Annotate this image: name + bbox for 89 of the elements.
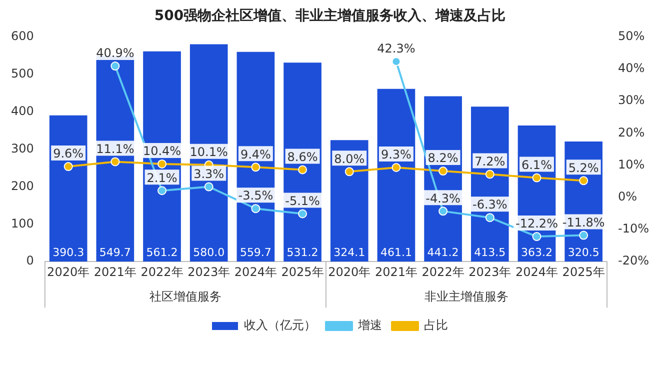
x-tick-label: 2022年 <box>422 264 464 279</box>
data-label: -11.8% <box>562 215 605 230</box>
y-tick-label: 300 <box>11 141 34 156</box>
data-label: 413.5 <box>474 246 506 259</box>
data-label: -6.3% <box>472 198 508 212</box>
data-label: 42.3% <box>377 42 416 56</box>
data-label: 8.6% <box>287 150 318 164</box>
text: 社区增值服务 <box>149 290 222 304</box>
y-tick-label: 500 <box>11 66 34 80</box>
data-label: 441.2 <box>427 246 459 259</box>
data-label: 9.3% <box>380 148 412 162</box>
x-tick-label: 2024年 <box>234 264 277 279</box>
text: 非业主增值服务 <box>424 290 508 304</box>
data-label: 320.5 <box>568 246 600 259</box>
point <box>438 166 448 176</box>
data-label: 11.1% <box>96 142 134 156</box>
y-tick-label: 600 <box>11 28 34 43</box>
point <box>204 182 214 192</box>
legend-label: 占比 <box>424 318 448 332</box>
x-tick-label: 2023年 <box>188 264 230 279</box>
legend-label: 收入（亿元） <box>244 318 316 332</box>
bar <box>49 115 88 262</box>
y-tick-label: 100 <box>11 216 34 230</box>
y2-tick-label: 50% <box>618 28 645 43</box>
x-tick-label: 2025年 <box>281 264 324 279</box>
data-label: 3.3% <box>194 166 224 181</box>
data-label: 531.2 <box>286 246 318 259</box>
data-label: 10.1% <box>190 145 228 160</box>
data-label: 324.1 <box>334 246 366 259</box>
point <box>298 209 308 218</box>
point <box>532 173 542 182</box>
point <box>158 186 167 196</box>
point <box>110 62 120 71</box>
y-tick-label: 400 <box>11 104 34 118</box>
data-label: -4.3% <box>426 191 460 206</box>
y2-tick-label: 10% <box>618 157 645 172</box>
point <box>392 57 401 66</box>
y2-tick-label: -10% <box>618 222 650 236</box>
point <box>485 170 494 179</box>
data-label: -12.2% <box>516 216 558 231</box>
x-tick-label: 2022年 <box>140 264 184 279</box>
legend-label: 增速 <box>357 318 382 332</box>
data-label: 2.1% <box>146 170 178 185</box>
data-label: 7.2% <box>474 154 506 168</box>
data-label: 10.4% <box>142 144 182 158</box>
x-tick-label: 2021年 <box>94 264 136 279</box>
y-tick-label: 200 <box>11 178 34 193</box>
data-label: 6.1% <box>521 158 552 172</box>
point <box>298 165 308 174</box>
y2-tick-label: 20% <box>618 125 645 140</box>
data-label: 549.7 <box>99 246 131 259</box>
point <box>64 162 73 172</box>
data-label: 559.7 <box>240 246 272 259</box>
x-tick-label: 2020年 <box>47 264 90 279</box>
data-label: 8.0% <box>334 152 365 166</box>
x-tick-label: 2025年 <box>562 264 605 279</box>
point <box>485 213 494 222</box>
data-label: 9.4% <box>240 147 271 162</box>
point <box>438 206 448 216</box>
data-label: -3.5% <box>238 188 274 203</box>
point <box>251 162 260 172</box>
data-label: -5.1% <box>285 194 320 208</box>
x-tick-label: 2020年 <box>328 264 371 279</box>
data-label: 561.2 <box>146 246 178 259</box>
data-label: 9.6% <box>53 146 84 161</box>
x-tick-label: 2021年 <box>374 264 418 279</box>
point <box>251 204 260 214</box>
data-label: 5.2% <box>568 160 599 175</box>
point <box>110 157 120 166</box>
y2-tick-label: -20% <box>618 254 650 268</box>
data-label: 390.3 <box>52 246 84 259</box>
y-tick-label: 0 <box>26 254 34 268</box>
y2-tick-label: 0% <box>618 189 638 204</box>
data-label: 580.0 <box>193 246 225 259</box>
x-tick-label: 2024年 <box>515 264 558 279</box>
data-label: 461.1 <box>380 246 412 259</box>
y2-tick-label: 40% <box>618 61 645 76</box>
point <box>579 176 588 186</box>
point <box>579 230 588 240</box>
point <box>532 232 542 242</box>
point <box>344 167 354 176</box>
point <box>158 159 167 168</box>
x-tick-label: 2023年 <box>468 264 512 279</box>
data-label: 40.9% <box>96 46 134 60</box>
data-label: 363.2 <box>520 246 552 259</box>
chart-title: 500强物企社区增值、非业主增值服务收入、增速及占比 <box>154 7 506 24</box>
data-label: 8.2% <box>428 151 458 166</box>
y2-tick-label: 30% <box>618 93 645 108</box>
point <box>392 163 401 172</box>
